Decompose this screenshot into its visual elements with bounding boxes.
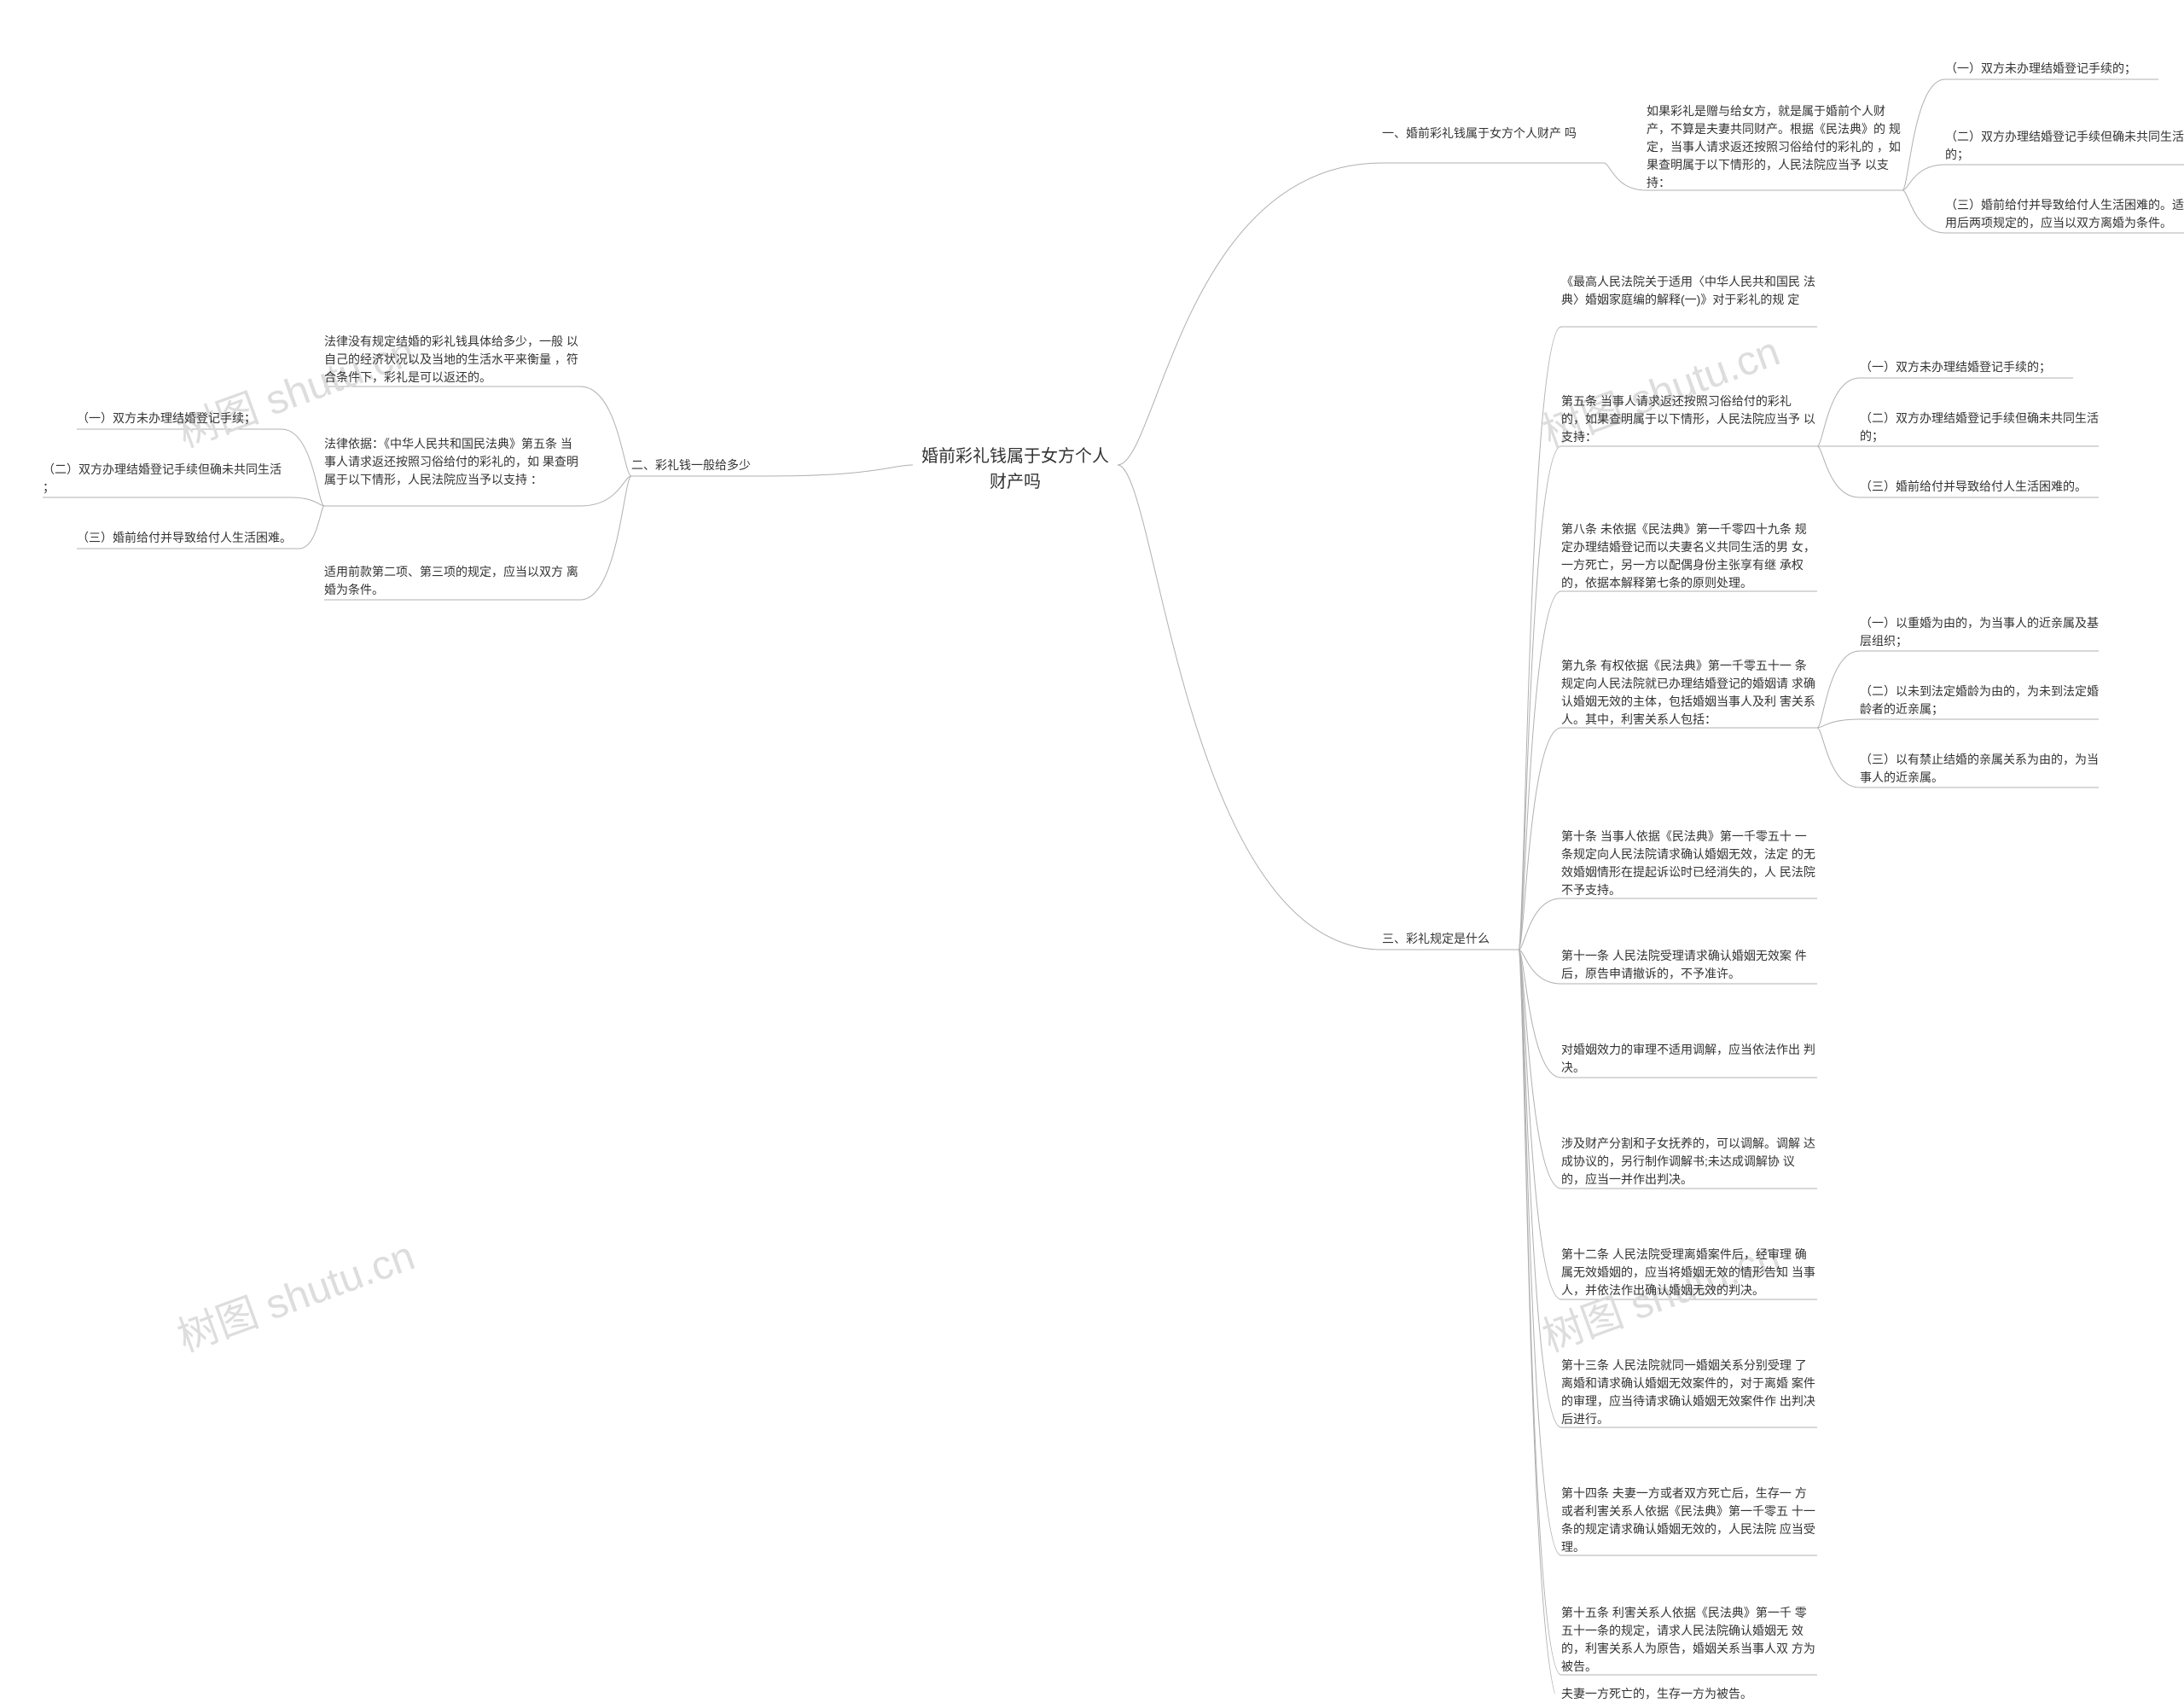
- mindmap-node: （二）双方办理结婚登记手续但确未共同生活 的；: [1945, 128, 2184, 164]
- mindmap-node: 第十一条 人民法院受理请求确认婚姻无效案 件后，原告申请撤诉的，不予准许。: [1561, 947, 1817, 983]
- mindmap-node: （二）双方办理结婚登记手续但确未共同生活 的；: [1860, 410, 2099, 445]
- edge: [1902, 79, 1945, 190]
- mindmap-node: （二）以未到法定婚龄为由的，为未到法定婚 龄者的近亲属；: [1860, 683, 2099, 718]
- mindmap-node: 三、彩礼规定是什么: [1382, 930, 1519, 948]
- mindmap-node: 第九条 有权依据《民法典》第一千零五十一 条规定向人民法院就已办理结婚登记的婚姻…: [1561, 657, 1817, 729]
- mindmap-node: （一）双方未办理结婚登记手续；: [77, 410, 282, 427]
- mindmap-node: 二、彩礼钱一般给多少: [631, 456, 768, 474]
- mindmap-node: （三）婚前给付并导致给付人生活困难的。适 用后两项规定的，应当以双方离婚为条件。: [1945, 196, 2184, 232]
- mindmap-node: （二）双方办理结婚登记手续但确未共同生活 ；: [43, 461, 290, 497]
- mindmap-node: 第五条 当事人请求返还按照习俗给付的彩礼 的，如果查明属于以下情形，人民法院应当…: [1561, 392, 1817, 446]
- edge: [580, 387, 631, 476]
- edge: [299, 506, 324, 549]
- mindmap-node: 法律没有规定结婚的彩礼钱具体给多少，一般 以自己的经济状况以及当地的生活水平来衡…: [324, 333, 580, 387]
- edge: [1817, 378, 1860, 446]
- mindmap-node: （三）婚前给付并导致给付人生活困难的。: [1860, 478, 2099, 496]
- edge: [1519, 898, 1561, 950]
- edge: [1519, 327, 1561, 950]
- edge: [1817, 651, 1860, 728]
- mindmap-node: 婚前彩礼钱属于女方个人 财产吗: [913, 444, 1118, 495]
- mindmap-node: 第十条 当事人依据《民法典》第一千零五十 一条规定向人民法院请求确认婚姻无效，法…: [1561, 828, 1817, 899]
- edge: [1519, 950, 1561, 1427]
- edge: [580, 476, 631, 600]
- mindmap-node: 如果彩礼是赠与给女方，就是属于婚前个人财 产，不算是夫妻共同财产。根据《民法典》…: [1647, 102, 1902, 192]
- edge: [768, 465, 913, 476]
- mindmap-node: 《最高人民法院关于适用〈中华人民共和国民 法典〉婚姻家庭编的解释(一)》对于彩礼…: [1561, 273, 1817, 309]
- edge: [1118, 465, 1382, 950]
- mindmap-node: 法律依据：《中华人民共和国民法典》第五条 当事人请求返还按照习俗给付的彩礼的，如…: [324, 435, 580, 489]
- edge: [1118, 163, 1382, 465]
- edge: [580, 476, 631, 506]
- edge: [1817, 719, 1860, 728]
- edge: [1604, 163, 1647, 190]
- edge: [1902, 190, 1945, 233]
- edge: [1902, 165, 1945, 190]
- edge: [1817, 446, 1860, 497]
- mindmap-node: （一）双方未办理结婚登记手续的；: [1945, 60, 2158, 78]
- mindmap-node: 一、婚前彩礼钱属于女方个人财产 吗: [1382, 125, 1604, 142]
- mindmap-node: 第十四条 夫妻一方或者双方死亡后，生存一 方或者利害关系人依据《民法典》第一千零…: [1561, 1485, 1817, 1556]
- mindmap-node: 第八条 未依据《民法典》第一千零四十九条 规定办理结婚登记而以夫妻名义共同生活的…: [1561, 520, 1817, 592]
- mindmap-node: 适用前款第二项、第三项的规定，应当以双方 离婚为条件。: [324, 563, 580, 599]
- mindmap-node: （一）双方未办理结婚登记手续的；: [1860, 358, 2073, 376]
- mindmap-node: 第十二条 人民法院受理离婚案件后，经审理 确属无效婚姻的，应当将婚姻无效的情形告…: [1561, 1246, 1817, 1299]
- mindmap-node: 涉及财产分割和子女抚养的，可以调解。调解 达成协议的，另行制作调解书;未达成调解…: [1561, 1135, 1817, 1189]
- mindmap-node: （一）以重婚为由的，为当事人的近亲属及基 层组织；: [1860, 614, 2099, 650]
- edge: [290, 497, 324, 506]
- edge: [1817, 728, 1860, 788]
- mindmap-node: 对婚姻效力的审理不适用调解，应当依法作出 判决。: [1561, 1041, 1817, 1077]
- mindmap-node: 第十三条 人民法院就同一婚姻关系分别受理 了离婚和请求确认婚姻无效案件的，对于离…: [1561, 1357, 1817, 1428]
- mindmap-node: 夫妻一方死亡的，生存一方为被告。: [1561, 1685, 1800, 1703]
- mindmap-node: （三）以有禁止结婚的亲属关系为由的，为当 事人的近亲属。: [1860, 751, 2099, 787]
- edge: [1519, 446, 1561, 950]
- mindmap-node: （三）婚前给付并导致给付人生活困难。: [77, 529, 299, 547]
- mindmap-node: 第十五条 利害关系人依据《民法典》第一千 零五十一条的规定，请求人民法院确认婚姻…: [1561, 1604, 1817, 1676]
